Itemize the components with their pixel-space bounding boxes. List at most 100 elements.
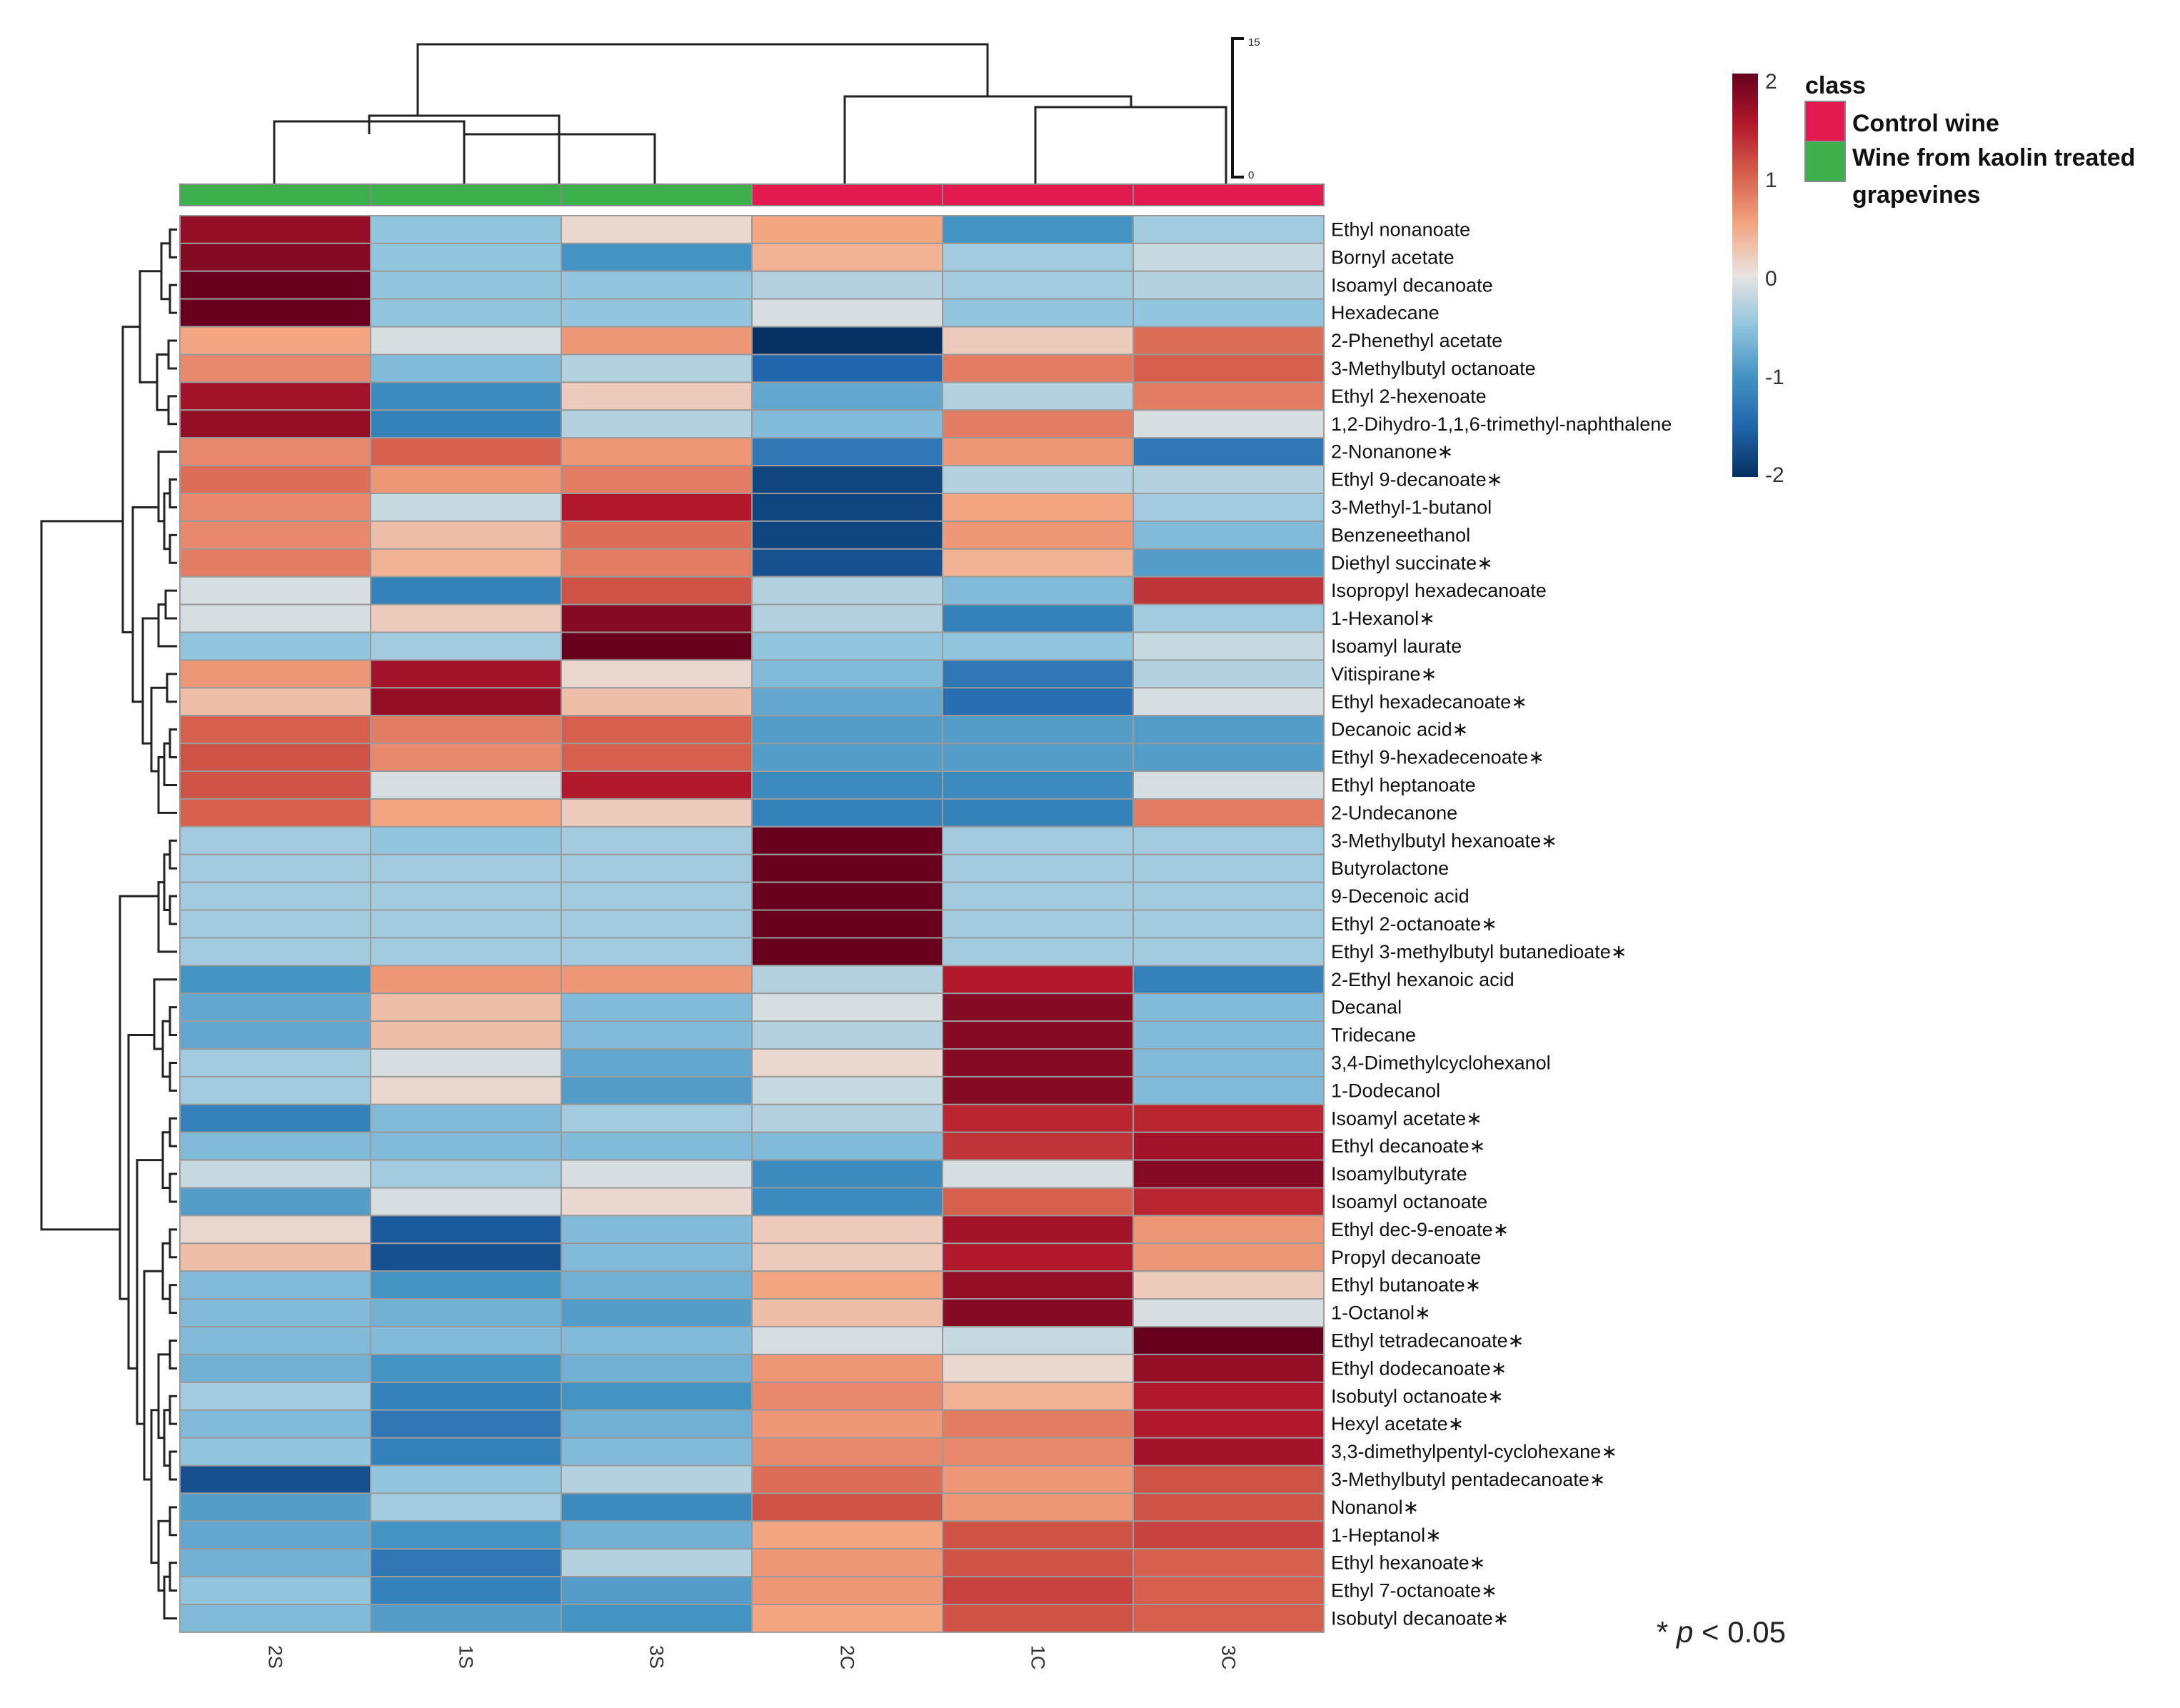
heatmap-cell	[370, 1326, 562, 1355]
heatmap-cell	[561, 1465, 753, 1494]
column-dendrogram	[273, 43, 1227, 184]
heatmap-cell	[751, 1103, 943, 1133]
heatmap-cell	[179, 1020, 371, 1050]
heatmap-cell	[942, 1381, 1134, 1411]
heatmap-cell	[561, 1215, 753, 1245]
row-label: 3,3-dimethylpentyl-cyclohexane∗	[1331, 1441, 1617, 1462]
row-label: 2-Ethyl hexanoic acid	[1331, 969, 1515, 990]
heatmap-cell	[751, 353, 943, 383]
heatmap-cell	[561, 326, 753, 356]
heatmap-cell	[1132, 326, 1325, 356]
row-label: Ethyl butanoate∗	[1331, 1275, 1481, 1296]
row-dendro-link	[153, 978, 177, 1050]
row-label: Ethyl nonanoate	[1331, 218, 1470, 240]
heatmap-cell	[751, 687, 943, 717]
heatmap-cell	[179, 1465, 371, 1494]
heatmap-cell	[751, 937, 943, 967]
legend-label-kaolin: Wine from kaolin treated grapevines	[1852, 144, 2142, 209]
heatmap-cell	[561, 576, 753, 606]
heatmap-cell	[179, 353, 371, 383]
row-label: Ethyl decanoate∗	[1331, 1135, 1485, 1157]
heatmap-cell	[370, 1187, 562, 1217]
heatmap-cell	[942, 1326, 1134, 1355]
row-label: Ethyl hexanoate∗	[1331, 1552, 1485, 1574]
heatmap-cell	[561, 1270, 753, 1300]
row-dendro-link	[157, 451, 177, 523]
heatmap-cell	[751, 1242, 943, 1272]
row-label: Ethyl dec-9-enoate∗	[1331, 1219, 1509, 1240]
heatmap-cell	[751, 298, 943, 328]
heatmap-cell	[179, 881, 371, 911]
heatmap-cell	[1132, 687, 1325, 717]
heatmap-cell	[1132, 603, 1325, 633]
heatmap-cell	[370, 1381, 562, 1411]
heatmap-cell	[1132, 1103, 1325, 1133]
heatmap-cell	[370, 1492, 562, 1522]
heatmap-cell	[942, 242, 1134, 272]
heatmap-cell	[942, 881, 1134, 911]
row-dendro-link	[169, 1117, 177, 1147]
heatmap-cell	[179, 965, 371, 995]
heatmap-cell	[751, 1048, 943, 1077]
heatmap-cell	[179, 409, 371, 439]
heatmap-cell	[370, 1548, 562, 1578]
heatmap-cell	[179, 1187, 371, 1217]
row-label: Decanal	[1331, 997, 1402, 1018]
col-dendro-link	[1034, 106, 1227, 184]
row-label: 3,4-Dimethylcyclohexanol	[1331, 1052, 1551, 1073]
heatmap-cell	[179, 270, 371, 300]
row-label: 2-Nonanone∗	[1331, 441, 1453, 463]
row-label: Ethyl 2-hexenoate	[1331, 386, 1487, 407]
heatmap-cell	[561, 743, 753, 772]
class-bar-cell	[179, 184, 371, 206]
heatmap-cell	[751, 465, 943, 494]
heatmap-cell	[561, 409, 753, 439]
heatmap-cell	[1132, 715, 1325, 745]
heatmap-cell	[179, 1353, 371, 1383]
row-label: Hexyl acetate∗	[1331, 1413, 1464, 1435]
heatmap-cell	[751, 1215, 943, 1245]
row-dendro-link	[136, 1159, 163, 1425]
row-label: Ethyl hexadecanoate∗	[1331, 691, 1527, 713]
row-dendro-link	[157, 881, 177, 953]
heatmap-cell	[1132, 1381, 1325, 1411]
heatmap-cell	[370, 603, 562, 633]
heatmap-cell	[179, 381, 371, 411]
heatmap-cell	[370, 770, 562, 800]
heatmap-cell	[179, 1242, 371, 1272]
heatmap-cell	[370, 687, 562, 717]
row-dendro-link	[169, 1339, 177, 1370]
row-label: Ethyl 9-decanoate∗	[1331, 469, 1502, 491]
heatmap-cell	[1132, 437, 1325, 467]
heatmap-cell	[942, 825, 1134, 855]
heatmap-cell	[942, 853, 1134, 883]
heatmap-cell	[1132, 1409, 1325, 1439]
heatmap-cell	[370, 493, 562, 522]
heatmap-cell	[942, 520, 1134, 550]
heatmap-cell	[179, 1326, 371, 1355]
heatmap-cell	[370, 659, 562, 689]
heatmap-cell	[1132, 1326, 1325, 1355]
row-dendro-link	[157, 756, 177, 814]
row-label: Tridecane	[1331, 1025, 1416, 1046]
heatmap-cell	[561, 1604, 753, 1633]
heatmap-cell	[751, 603, 943, 633]
heatmap-cell	[942, 1437, 1134, 1467]
heatmap-cell	[942, 465, 1134, 494]
row-dendro-link	[157, 603, 177, 648]
heatmap-cell	[942, 1298, 1134, 1327]
heatmap-cell	[370, 353, 562, 383]
heatmap-cell	[370, 1465, 562, 1494]
heatmap-cell	[179, 437, 371, 467]
heatmap-cell	[942, 798, 1134, 828]
row-label: Isoamylbutyrate	[1331, 1163, 1467, 1185]
row-labels: Ethyl nonanoate Bornyl acetate Isoamyl dec…	[1331, 218, 1672, 1629]
heatmap-cell	[370, 1298, 562, 1327]
heatmap-cell	[942, 215, 1134, 244]
row-dendro-link	[169, 228, 177, 258]
heatmap-cell	[751, 1492, 943, 1522]
heatmap-cell	[1132, 1437, 1325, 1467]
heatmap-cell	[942, 1492, 1134, 1522]
row-label: Bornyl acetate	[1331, 246, 1455, 268]
